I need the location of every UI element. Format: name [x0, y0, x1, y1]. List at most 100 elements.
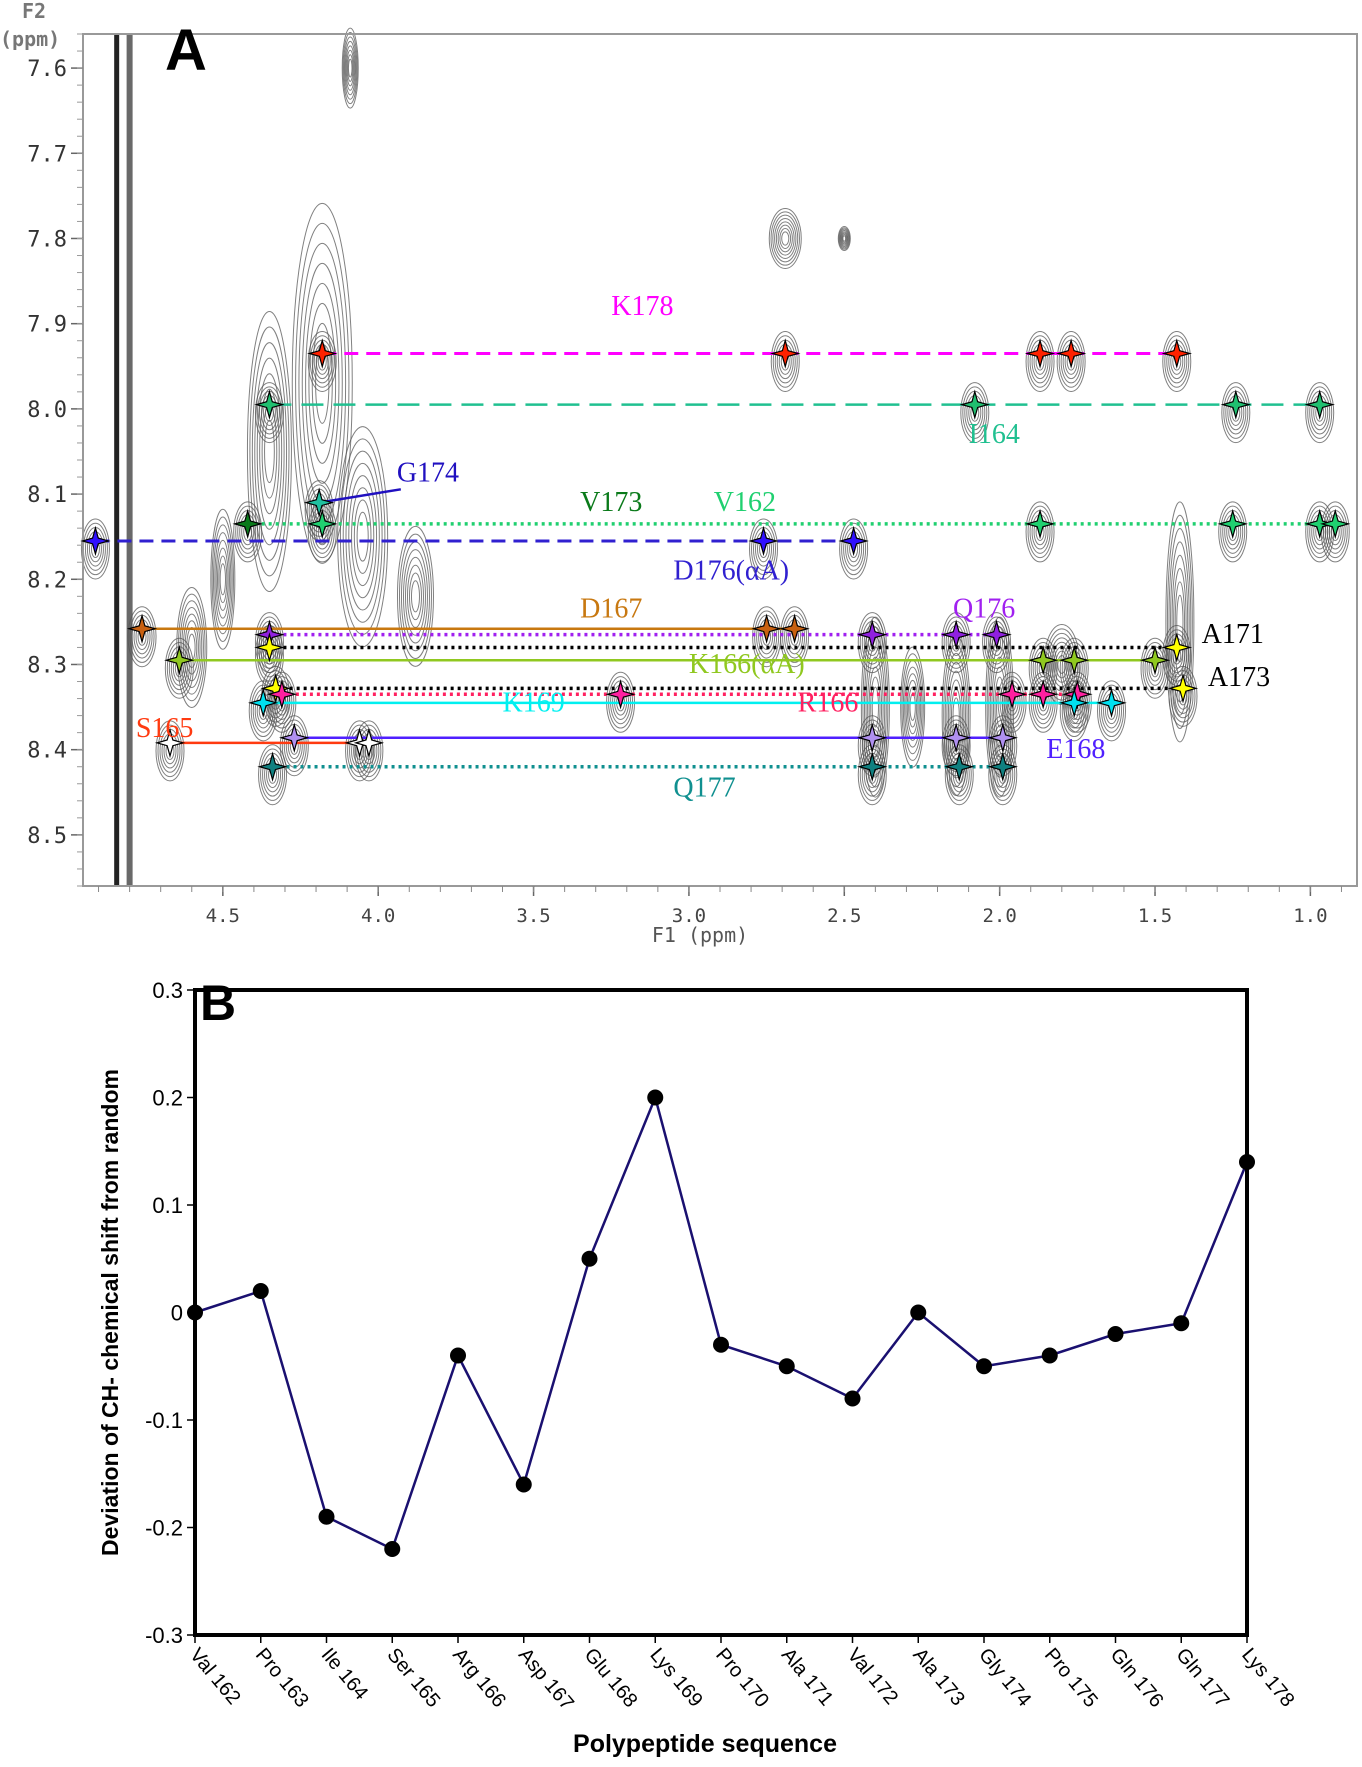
- contour: [1307, 386, 1333, 439]
- assignment-label: K169: [502, 687, 564, 718]
- data-point: [384, 1541, 401, 1557]
- peak-marker: [770, 338, 801, 369]
- peak-marker: [838, 525, 869, 557]
- contour: [1027, 335, 1053, 388]
- x-tick-label: Val 172: [843, 1644, 903, 1709]
- peak-marker: [944, 751, 975, 782]
- series-line: [194, 1093, 1249, 1551]
- contour: [216, 547, 229, 611]
- contour: [259, 388, 280, 515]
- peak-marker: [857, 619, 888, 650]
- peak-marker: [1304, 389, 1335, 420]
- contour: [901, 653, 924, 761]
- contour: [295, 222, 350, 544]
- contour: [770, 211, 800, 266]
- contour: [346, 49, 355, 87]
- peak-marker: [1024, 508, 1056, 540]
- contour: [404, 556, 426, 636]
- contour: [904, 666, 922, 748]
- contour: [984, 616, 1010, 669]
- x-axis-label: Polypeptide sequence: [573, 1730, 837, 1758]
- x-tick-label: 3.5: [516, 905, 550, 927]
- contour: [214, 532, 232, 627]
- peak-marker: [605, 679, 636, 710]
- contour: [337, 426, 389, 648]
- contour: [345, 462, 380, 611]
- contour: [751, 522, 777, 576]
- contour: [305, 282, 340, 484]
- contour: [256, 386, 282, 439]
- series-points: [187, 1089, 1255, 1557]
- x-tick-label: 4.0: [361, 905, 395, 927]
- contour: [351, 487, 375, 587]
- contour: [307, 331, 337, 392]
- contour: [1305, 382, 1335, 444]
- peak-marker: [1304, 508, 1335, 540]
- peak-markers: [80, 338, 1351, 782]
- peak-marker: [254, 632, 285, 663]
- y-axis-label-f2: F2: [22, 0, 46, 23]
- contour: [749, 518, 779, 580]
- x-tick-label: 4.5: [206, 905, 240, 927]
- peak-marker: [80, 525, 111, 557]
- contour: [345, 720, 375, 782]
- contour: [250, 684, 276, 738]
- data-point: [844, 1390, 861, 1407]
- contour: [1099, 684, 1125, 738]
- peak-marker: [353, 727, 385, 759]
- axes: 4.5 4.0 3.5 3.0 2.5 2.0 1.5 1.0 7.6 7.7 7.8 7.9 8.0 8…: [27, 33, 1342, 927]
- y-tick-label: 0: [171, 1301, 183, 1326]
- panel-label-a: A: [165, 18, 207, 83]
- contour: [398, 533, 432, 660]
- series-line-deviation: [194, 1093, 1249, 1551]
- contour: [1168, 528, 1192, 716]
- contour: [1061, 684, 1087, 738]
- assignment-label: A171: [1202, 619, 1264, 650]
- contour: [862, 626, 889, 788]
- assignment-label: Q177: [673, 773, 735, 804]
- contour: [396, 525, 434, 667]
- contour: [308, 302, 337, 464]
- contour: [218, 555, 228, 604]
- peak-marker: [254, 389, 285, 420]
- contour: [157, 724, 183, 778]
- contour: [841, 522, 867, 576]
- contour: [842, 235, 847, 242]
- contour: [1058, 335, 1084, 388]
- assignment-label: V173: [580, 487, 642, 518]
- contour: [839, 229, 849, 247]
- contour: [1027, 505, 1053, 559]
- peak-marker: [1027, 679, 1059, 710]
- data-point: [1041, 1347, 1058, 1364]
- y-tick-label: 0.3: [152, 978, 183, 1003]
- assignment-label: R166: [798, 687, 859, 718]
- contour: [1025, 501, 1055, 563]
- contour: [909, 693, 916, 721]
- contour: [946, 748, 972, 801]
- contour: [985, 616, 1015, 798]
- pointer-line: [318, 488, 402, 504]
- panel-b-deviation-chart: -0.3 -0.2 -0.1 0 0.1 0.2 0.3 Val 162 Pro 163 Ile …: [0, 960, 1362, 1762]
- contour: [772, 335, 798, 388]
- y-tick-label: 8.5: [27, 824, 67, 849]
- contour: [1164, 335, 1190, 388]
- contour: [905, 673, 920, 741]
- data-point: [252, 1283, 269, 1299]
- contour: [772, 214, 799, 263]
- contour: [260, 748, 286, 801]
- peak-marker: [1161, 632, 1192, 663]
- contour: [768, 207, 802, 269]
- x-tick-label: Asp 167: [514, 1644, 578, 1714]
- peak-marker: [940, 722, 972, 753]
- contour: [129, 610, 155, 663]
- peak-marker: [279, 722, 310, 753]
- y-axis-label-unit: (ppm): [0, 27, 60, 51]
- solvent-band: [114, 34, 120, 886]
- y-tick-label: 8.0: [27, 398, 67, 423]
- peak-marker: [307, 508, 338, 540]
- peak-marker: [257, 751, 288, 782]
- contour: [943, 719, 969, 772]
- contour: [311, 322, 333, 444]
- contour: [256, 373, 283, 530]
- contour: [181, 606, 203, 688]
